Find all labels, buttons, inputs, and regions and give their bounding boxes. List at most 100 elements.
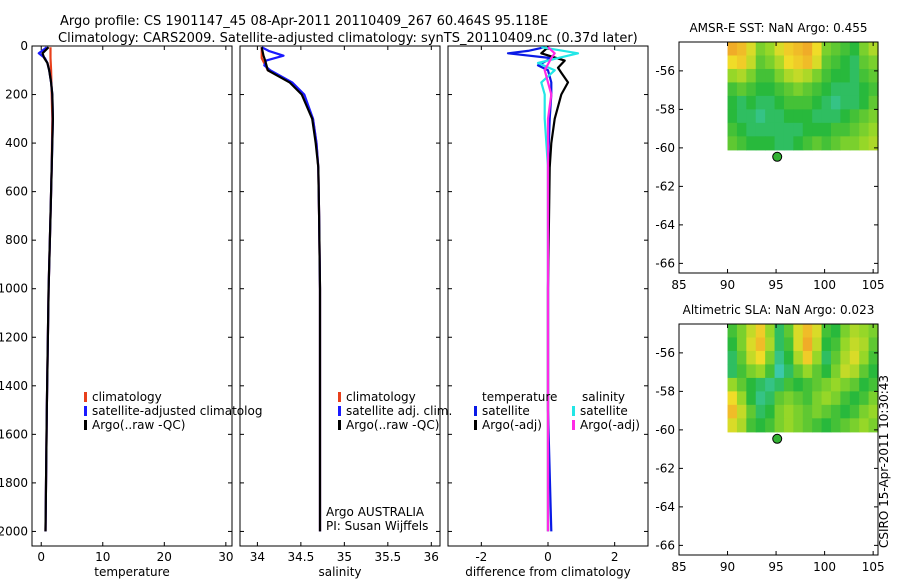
figure-title-line1: Argo profile: CS 1901147_45 08-Apr-2011 … xyxy=(60,14,548,29)
sla_map-heatmap-cell xyxy=(774,350,785,366)
sla_map-heatmap-cell xyxy=(774,391,785,406)
sla_map-heatmap-cell xyxy=(755,337,766,352)
sla_map-heatmap-cell xyxy=(793,337,804,352)
sla_map-heatmap-cell xyxy=(840,391,851,406)
sla_map-heatmap-cell xyxy=(793,377,804,392)
sla_map-y-tick-label: -58 xyxy=(655,384,675,398)
sla_map-heatmap-cell xyxy=(840,337,851,352)
sst_map-heatmap-cell xyxy=(727,136,738,151)
sla_map-heatmap-cell xyxy=(765,391,776,406)
sla_map-heatmap-cell xyxy=(746,337,757,352)
sst_map-heatmap-cell xyxy=(802,136,813,151)
sla_map-heatmap-cell xyxy=(783,337,794,352)
difference-series-2 xyxy=(536,46,580,532)
sst_map-heatmap-cell xyxy=(840,42,851,57)
sla_map-heatmap-cell xyxy=(727,377,738,392)
sst_map-heatmap-cell xyxy=(859,109,870,124)
sla_map-y-tick-label: -62 xyxy=(655,461,675,475)
sst_map-y-tick-label: -56 xyxy=(655,64,675,78)
sla_map-heatmap-cell xyxy=(830,404,841,419)
sla_map-heatmap-cell xyxy=(868,350,879,366)
sla_map-heatmap-cell xyxy=(727,324,738,339)
sla_map-heatmap-cell xyxy=(746,324,757,339)
sst_map-heatmap-cell xyxy=(793,68,804,84)
sst_map-heatmap-cell xyxy=(727,95,738,110)
sst_map-heatmap-cell xyxy=(793,122,804,137)
sla_map-heatmap-cell xyxy=(849,364,860,379)
sla_map-heatmap-cell xyxy=(830,391,841,406)
sst_map-heatmap-cell xyxy=(765,109,776,124)
difference-legend-swatch xyxy=(474,420,477,430)
sst_map-y-tick-label: -60 xyxy=(655,141,675,155)
sst-map-panel: AMSR-E SST: NaN Argo: 0.455 85 90 95 100 105 -… xyxy=(655,21,884,292)
sla_map-heatmap-cell xyxy=(859,350,870,366)
sst_map-heatmap-cell xyxy=(746,136,757,151)
sla_map-heatmap-cell xyxy=(868,391,879,406)
sla_map-axes-box xyxy=(678,323,879,556)
sst_map-heatmap-cell xyxy=(802,68,813,84)
sst_map-heatmap-cell xyxy=(736,109,747,124)
sla_map-heatmap-cell xyxy=(868,337,879,352)
sst_map-heatmap-cell xyxy=(821,95,832,110)
sst_map-heatmap-cell xyxy=(812,109,823,124)
sla_map-heatmap-cell xyxy=(821,391,832,406)
sla_map-heatmap-cell xyxy=(840,377,851,392)
sla_map-heatmap-cell xyxy=(755,364,766,379)
sla_map-heatmap-cell xyxy=(849,350,860,366)
sla_map-heatmap-cell xyxy=(755,391,766,406)
sla_map-heatmap-cell xyxy=(774,377,785,392)
sst_map-heatmap-cell xyxy=(868,136,879,151)
temperature-legend-label: climatology xyxy=(92,390,162,404)
sst_map-x-tick-label: 100 xyxy=(813,278,836,292)
sst_map-heatmap-cell xyxy=(830,95,841,110)
sla_map-heatmap-cell xyxy=(793,404,804,419)
sla_map-heatmap-cell xyxy=(746,418,757,433)
sst_map-heatmap-cell xyxy=(736,136,747,151)
sst_map-x-tick-label: 105 xyxy=(862,278,885,292)
sla_map-heatmap-cell xyxy=(840,350,851,366)
sst_map-heatmap-cell xyxy=(830,109,841,124)
sst_map-heatmap-cell xyxy=(849,122,860,137)
sst_map-heatmap-cell xyxy=(727,55,738,70)
sst_map-heatmap-cell xyxy=(821,42,832,57)
sla_map-heatmap-cell xyxy=(830,350,841,366)
salinity-x-tick-label: 35.5 xyxy=(374,550,401,564)
sla_map-heatmap-cell xyxy=(859,404,870,419)
difference-legend-label: Argo(-adj) xyxy=(580,418,640,432)
temperature-legend-swatch xyxy=(84,420,87,430)
sla_map-heatmap-cell xyxy=(736,377,747,392)
difference-x-tick-label: -2 xyxy=(475,550,487,564)
sst_map-heatmap-cell xyxy=(821,122,832,137)
sst_map-heatmap-cell xyxy=(736,42,747,57)
sla_map-heatmap-cell xyxy=(802,404,813,419)
sst_map-heatmap-cell xyxy=(793,82,804,97)
temperature-profile-panel: 0 10 20 30 0 200 400 600 800 1000 1200 1400 1600 1800… xyxy=(0,39,262,579)
sla_map-heatmap-cell xyxy=(727,364,738,379)
sst_map-heatmap-cell xyxy=(868,95,879,110)
sst_map-heatmap-cell xyxy=(727,68,738,84)
sst_map-x-tick-label: 85 xyxy=(671,278,686,292)
salinity-annotation: PI: Susan Wijffels xyxy=(326,519,428,533)
sla_map-heatmap-cell xyxy=(736,418,747,433)
difference-legend-heading: temperature xyxy=(482,390,557,404)
figure-title-line2: Climatology: CARS2009. Satellite-adjuste… xyxy=(58,31,638,46)
sla_map-heatmap-cell xyxy=(783,391,794,406)
sst_map-heatmap-cell xyxy=(746,68,757,84)
sla_map-heatmap-cell xyxy=(821,337,832,352)
sla_map-y-tick-label: -60 xyxy=(655,423,675,437)
sla_map-heatmap-cell xyxy=(765,350,776,366)
temperature-x-tick-label: 10 xyxy=(95,550,110,564)
sst_map-heatmap-cell xyxy=(868,82,879,97)
sst_map-heatmap-cell xyxy=(849,68,860,84)
sla_map-heatmap-cell xyxy=(802,418,813,433)
sst_map-heatmap-cell xyxy=(840,109,851,124)
sst_map-heatmap-cell xyxy=(812,82,823,97)
salinity-x-tick-label: 34 xyxy=(250,550,265,564)
sst_map-x-tick-label: 90 xyxy=(720,278,735,292)
sla_map-heatmap-cell xyxy=(859,391,870,406)
sst_map-heatmap-cell xyxy=(774,122,785,137)
sla_map-heatmap-cell xyxy=(774,364,785,379)
sla_map-heatmap-cell xyxy=(802,337,813,352)
sst_map-heatmap-cell xyxy=(830,136,841,151)
